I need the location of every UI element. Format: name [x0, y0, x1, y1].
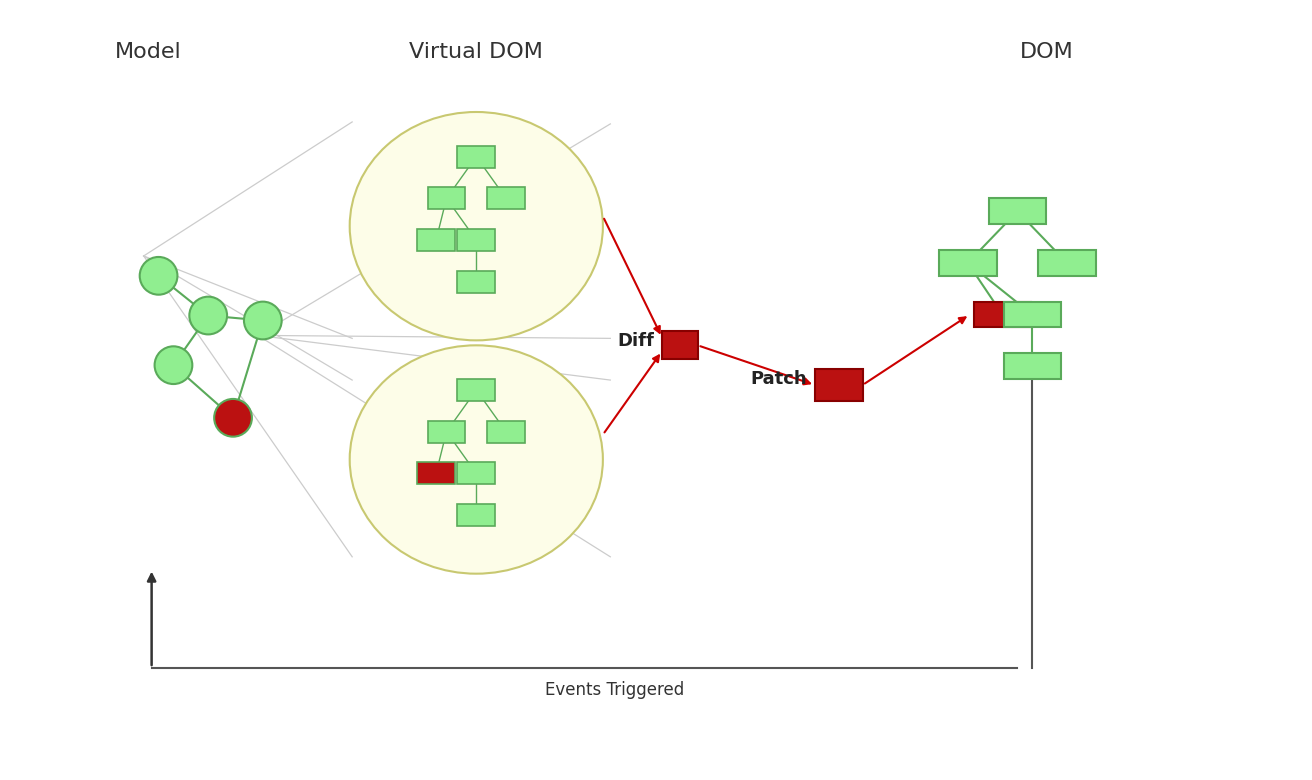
Circle shape [214, 399, 252, 437]
FancyBboxPatch shape [428, 187, 466, 209]
Ellipse shape [350, 112, 604, 340]
Circle shape [139, 257, 177, 295]
FancyBboxPatch shape [417, 229, 455, 251]
FancyBboxPatch shape [428, 420, 466, 442]
Text: Events Triggered: Events Triggered [544, 681, 684, 699]
FancyBboxPatch shape [458, 379, 495, 401]
Circle shape [244, 302, 282, 339]
FancyBboxPatch shape [458, 229, 495, 251]
FancyBboxPatch shape [1004, 353, 1061, 379]
Text: Patch: Patch [750, 370, 807, 388]
FancyBboxPatch shape [487, 187, 525, 209]
FancyBboxPatch shape [1004, 302, 1061, 328]
FancyBboxPatch shape [458, 271, 495, 292]
FancyBboxPatch shape [1038, 250, 1096, 276]
Circle shape [155, 346, 193, 384]
Text: Model: Model [115, 42, 182, 62]
FancyBboxPatch shape [487, 420, 525, 442]
FancyBboxPatch shape [458, 504, 495, 526]
FancyBboxPatch shape [417, 463, 455, 484]
Text: DOM: DOM [1021, 42, 1075, 62]
FancyBboxPatch shape [458, 146, 495, 168]
FancyBboxPatch shape [815, 369, 862, 401]
Text: Virtual DOM: Virtual DOM [409, 42, 543, 62]
FancyBboxPatch shape [974, 302, 1031, 328]
FancyBboxPatch shape [663, 332, 698, 360]
FancyBboxPatch shape [989, 198, 1046, 224]
FancyBboxPatch shape [939, 250, 997, 276]
FancyBboxPatch shape [458, 463, 495, 484]
Ellipse shape [350, 346, 604, 573]
Text: Diff: Diff [617, 332, 653, 350]
Circle shape [189, 296, 227, 335]
